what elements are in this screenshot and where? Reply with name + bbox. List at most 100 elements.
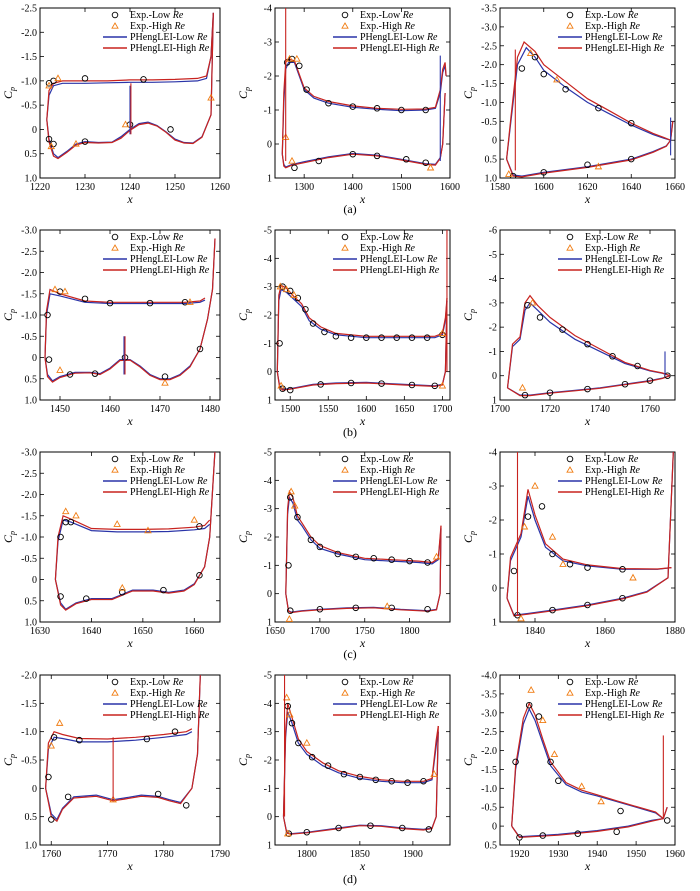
legend-label: Exp.-Low Re [130,10,184,21]
x-tick-label: 1630 [30,626,50,637]
y-tick-label: -4 [264,699,272,710]
y-axis-label: Cp [236,309,252,321]
exp-low-point [303,829,311,836]
exp-low-point [286,386,294,394]
y-tick-label: 0 [492,822,497,833]
series-line-low-re [506,121,674,177]
exp-low-point [279,283,286,290]
legend-label: PHengLEI-Low Re [360,254,438,265]
x-tick-label: 1780 [154,849,174,860]
exp-low-point [621,380,629,388]
y-axis-label: Cp [236,87,252,99]
y-tick-label: -1.0 [21,727,37,738]
legend-marker-exp-low [341,455,349,463]
exp-high-point [285,54,294,62]
y-tick-label: 0.5 [25,374,38,385]
chart-panel-12: 1920 1930 1940 1950 1960 -4.0 -3.5 -3.0 -2.5 -2.0… [461,671,685,874]
x-tick-label: 1600 [440,182,460,193]
x-tick-label: 1650 [265,626,285,637]
y-tick-label: -3 [264,38,272,49]
exp-low-point [308,753,316,761]
exp-low-point [538,503,546,510]
exp-high-point [276,282,285,290]
series-line-high-re [281,58,447,155]
series-line-high-re [506,121,674,178]
exp-high-point [528,298,537,306]
exp-high-point [432,552,441,560]
y-tick-label: 0 [32,353,37,364]
legend-label: Exp.-High Re [360,21,416,32]
exp-low-point [288,719,296,727]
data-layer [511,685,671,841]
y-tick-label: 1 [267,841,272,852]
legend-label: Exp.-Low Re [130,232,184,243]
exp-low-point [613,828,620,836]
exp-low-point [424,559,431,566]
x-axis-label: x [126,636,133,650]
y-tick-label: -4 [264,4,272,15]
data-layer [281,8,447,172]
legend-label: PHengLEI-High Re [360,487,440,498]
x-axis-label: x [584,192,591,206]
y-tick-label: 1 [492,618,497,629]
exp-high-point [553,75,561,83]
legend-label: Exp.-Low Re [130,454,184,465]
exp-low-point [171,728,179,735]
exp-low-point [81,138,89,145]
exp-low-point [321,328,328,336]
y-tick-label: -1.0 [21,76,37,87]
y-tick-label: -2 [264,72,272,83]
chart-panel-11: 1800 1850 1900 -5 -4 -3 -2 -1 0 1 x Cp Exp.-Low ReEx… [236,671,451,873]
exp-low-point [628,155,635,163]
exp-high-point [72,511,80,519]
exp-high-point [121,120,130,128]
row-caption-c: (c) [343,647,356,661]
exp-low-point [628,119,635,127]
legend-marker-exp-low [111,455,119,463]
legend-label: PHengLEI-Low Re [360,32,438,43]
exp-low-point [516,834,523,841]
exp-low-point [83,595,90,602]
x-tick-label: 1650 [394,404,414,415]
x-axis-label: x [359,192,366,206]
y-tick-label: -1.5 [21,52,37,63]
y-tick-label: -0.5 [21,554,37,565]
exp-low-point [160,586,167,594]
y-tick-label: -5 [264,226,272,237]
y-tick-label: 1 [267,396,272,407]
legend-label: PHengLEI-High Re [130,710,210,721]
y-tick-label: -2.0 [481,60,497,71]
exp-low-point [315,157,323,165]
data-layer [282,675,439,837]
y-tick-label: -5 [264,671,272,682]
exp-low-point [378,334,385,341]
exp-high-point [290,291,298,298]
y-tick-label: 0 [267,140,272,151]
x-tick-label: 1720 [540,404,560,415]
exp-low-point [196,523,203,530]
x-tick-label: 1600 [534,182,554,193]
exp-high-point [290,501,299,509]
series-line-high-re [282,703,439,817]
legend-label: PHengLEI-Low Re [585,254,663,265]
y-tick-label: -1.5 [481,79,497,90]
y-tick-label: -2 [264,533,272,544]
exp-high-point [287,487,295,495]
y-tick-label: -0.5 [21,332,37,343]
y-tick-label: 0.5 [485,155,498,166]
exp-high-point [526,49,535,56]
y-tick-label: -4.0 [481,671,497,682]
y-tick-label: -1 [489,550,497,561]
series-line-low-re [46,12,214,120]
exp-high-point [577,782,586,790]
exp-low-point [646,377,654,384]
exp-high-point [288,156,296,164]
legend-marker-exp-high [566,244,574,251]
x-tick-label: 1230 [75,182,95,193]
y-tick-label: -5 [264,448,272,459]
exp-low-point [50,734,58,741]
exp-low-point [424,606,431,613]
exp-low-point [663,817,671,824]
